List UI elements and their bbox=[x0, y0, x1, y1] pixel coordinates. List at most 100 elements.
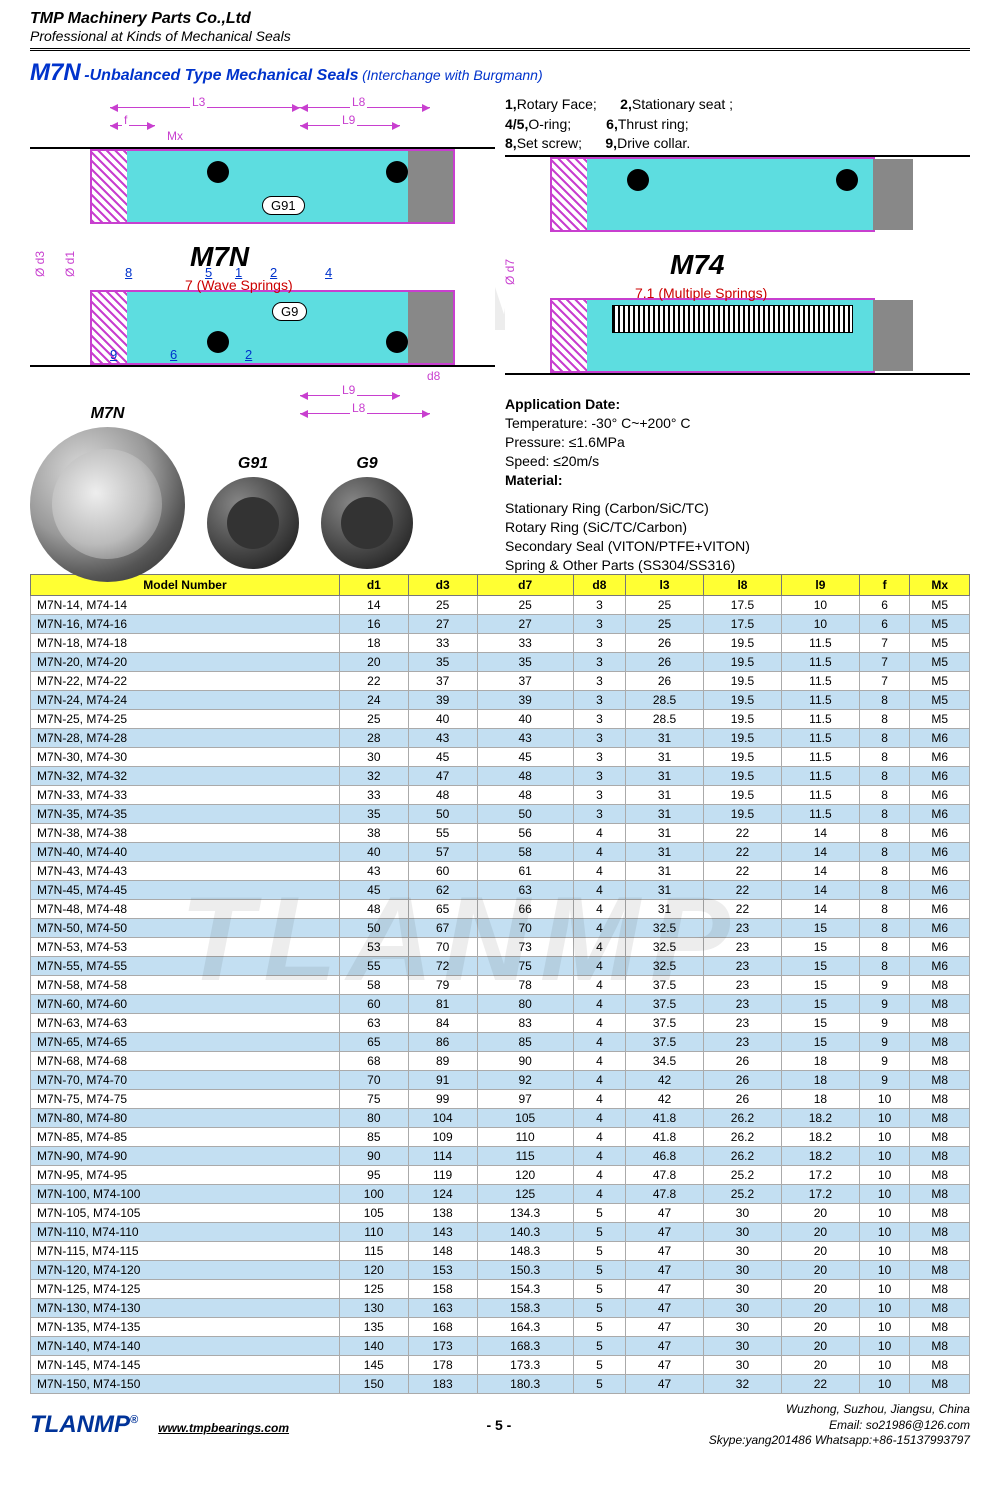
table-cell: 150.3 bbox=[477, 1261, 573, 1280]
table-cell: 8 bbox=[859, 919, 909, 938]
table-cell: 4 bbox=[573, 1052, 625, 1071]
table-cell: 3 bbox=[573, 786, 625, 805]
table-cell: 55 bbox=[339, 957, 408, 976]
table-cell: 46.8 bbox=[626, 1147, 704, 1166]
table-cell: M8 bbox=[910, 1375, 970, 1394]
table-cell: 32.5 bbox=[626, 957, 704, 976]
table-cell: M7N-45, M74-45 bbox=[31, 881, 340, 900]
table-cell: 50 bbox=[408, 805, 477, 824]
table-cell: 10 bbox=[859, 1185, 909, 1204]
table-cell: 63 bbox=[477, 881, 573, 900]
table-cell: 55 bbox=[408, 824, 477, 843]
callout-1: 1 bbox=[235, 265, 242, 280]
table-cell: 28 bbox=[339, 729, 408, 748]
table-cell: 62 bbox=[408, 881, 477, 900]
table-cell: 7 bbox=[859, 672, 909, 691]
table-cell: 31 bbox=[626, 729, 704, 748]
spec-table: Model Numberd1d3d7d8l3l8l9fMx M7N-14, M7… bbox=[30, 574, 970, 1394]
table-cell: 19.5 bbox=[704, 634, 782, 653]
contact-phone: Skype:yang201486 Whatsapp:+86-1513799379… bbox=[709, 1433, 970, 1449]
table-cell: 26.2 bbox=[704, 1128, 782, 1147]
table-cell: M7N-48, M74-48 bbox=[31, 900, 340, 919]
table-row: M7N-20, M74-2020353532619.511.57M5 bbox=[31, 653, 970, 672]
table-row: M7N-30, M74-3030454533119.511.58M6 bbox=[31, 748, 970, 767]
table-cell: M8 bbox=[910, 1071, 970, 1090]
table-cell: 10 bbox=[859, 1299, 909, 1318]
table-cell: 134.3 bbox=[477, 1204, 573, 1223]
table-cell: 26 bbox=[704, 1052, 782, 1071]
table-cell: 47 bbox=[626, 1318, 704, 1337]
table-cell: 26 bbox=[704, 1090, 782, 1109]
table-cell: 35 bbox=[477, 653, 573, 672]
table-cell: 41.8 bbox=[626, 1109, 704, 1128]
table-cell: 50 bbox=[477, 805, 573, 824]
table-cell: 3 bbox=[573, 767, 625, 786]
table-cell: 37.5 bbox=[626, 1033, 704, 1052]
table-cell: 20 bbox=[781, 1261, 859, 1280]
table-cell: 15 bbox=[781, 957, 859, 976]
table-cell: 22 bbox=[704, 881, 782, 900]
table-cell: 47 bbox=[626, 1299, 704, 1318]
table-cell: 58 bbox=[477, 843, 573, 862]
table-cell: M8 bbox=[910, 1356, 970, 1375]
table-cell: 173.3 bbox=[477, 1356, 573, 1375]
table-cell: 22 bbox=[781, 1375, 859, 1394]
table-row: M7N-25, M74-25254040328.519.511.58M5 bbox=[31, 710, 970, 729]
table-cell: M8 bbox=[910, 1052, 970, 1071]
dim-d8: d8 bbox=[425, 369, 442, 383]
table-cell: 20 bbox=[781, 1204, 859, 1223]
table-cell: 124 bbox=[408, 1185, 477, 1204]
table-cell: 60 bbox=[408, 862, 477, 881]
dim-l3: L3 bbox=[190, 95, 207, 109]
table-cell: M8 bbox=[910, 1109, 970, 1128]
product-code: M7N bbox=[30, 59, 81, 86]
table-cell: 4 bbox=[573, 824, 625, 843]
table-cell: M7N-30, M74-30 bbox=[31, 748, 340, 767]
table-row: M7N-75, M74-75759997442261810M8 bbox=[31, 1090, 970, 1109]
table-cell: 3 bbox=[573, 596, 625, 615]
table-cell: M7N-150, M74-150 bbox=[31, 1375, 340, 1394]
table-cell: 47 bbox=[408, 767, 477, 786]
table-cell: 66 bbox=[477, 900, 573, 919]
table-cell: M7N-22, M74-22 bbox=[31, 672, 340, 691]
photo-m7n: M7N bbox=[30, 405, 185, 582]
table-cell: M7N-70, M74-70 bbox=[31, 1071, 340, 1090]
table-cell: M7N-85, M74-85 bbox=[31, 1128, 340, 1147]
table-cell: 79 bbox=[408, 976, 477, 995]
table-cell: M8 bbox=[910, 1204, 970, 1223]
table-cell: 110 bbox=[477, 1128, 573, 1147]
table-cell: M8 bbox=[910, 1014, 970, 1033]
table-cell: 10 bbox=[781, 615, 859, 634]
table-cell: M7N-120, M74-120 bbox=[31, 1261, 340, 1280]
table-cell: M7N-38, M74-38 bbox=[31, 824, 340, 843]
table-cell: M7N-25, M74-25 bbox=[31, 710, 340, 729]
table-cell: M8 bbox=[910, 995, 970, 1014]
table-cell: 25.2 bbox=[704, 1166, 782, 1185]
table-cell: 92 bbox=[477, 1071, 573, 1090]
table-cell: 30 bbox=[704, 1356, 782, 1375]
table-cell: 18 bbox=[781, 1071, 859, 1090]
table-cell: 3 bbox=[573, 805, 625, 824]
table-cell: 130 bbox=[339, 1299, 408, 1318]
table-cell: 5 bbox=[573, 1375, 625, 1394]
table-row: M7N-100, M74-100100124125447.825.217.210… bbox=[31, 1185, 970, 1204]
table-cell: 4 bbox=[573, 1185, 625, 1204]
table-cell: 178 bbox=[408, 1356, 477, 1375]
table-cell: 33 bbox=[477, 634, 573, 653]
table-cell: 43 bbox=[408, 729, 477, 748]
table-cell: 19.5 bbox=[704, 710, 782, 729]
table-cell: 9 bbox=[859, 1052, 909, 1071]
company-tagline: Professional at Kinds of Mechanical Seal… bbox=[30, 28, 970, 44]
table-cell: 90 bbox=[339, 1147, 408, 1166]
table-row: M7N-38, M74-3838555643122148M6 bbox=[31, 824, 970, 843]
table-cell: 9 bbox=[859, 976, 909, 995]
legend-val: Thrust ring; bbox=[618, 116, 689, 132]
table-cell: 39 bbox=[477, 691, 573, 710]
table-cell: 48 bbox=[477, 786, 573, 805]
table-cell: 11.5 bbox=[781, 729, 859, 748]
photo-g91-label: G91 bbox=[238, 455, 268, 473]
table-cell: 164.3 bbox=[477, 1318, 573, 1337]
table-cell: 8 bbox=[859, 881, 909, 900]
table-cell: 47 bbox=[626, 1261, 704, 1280]
table-cell: 30 bbox=[704, 1337, 782, 1356]
